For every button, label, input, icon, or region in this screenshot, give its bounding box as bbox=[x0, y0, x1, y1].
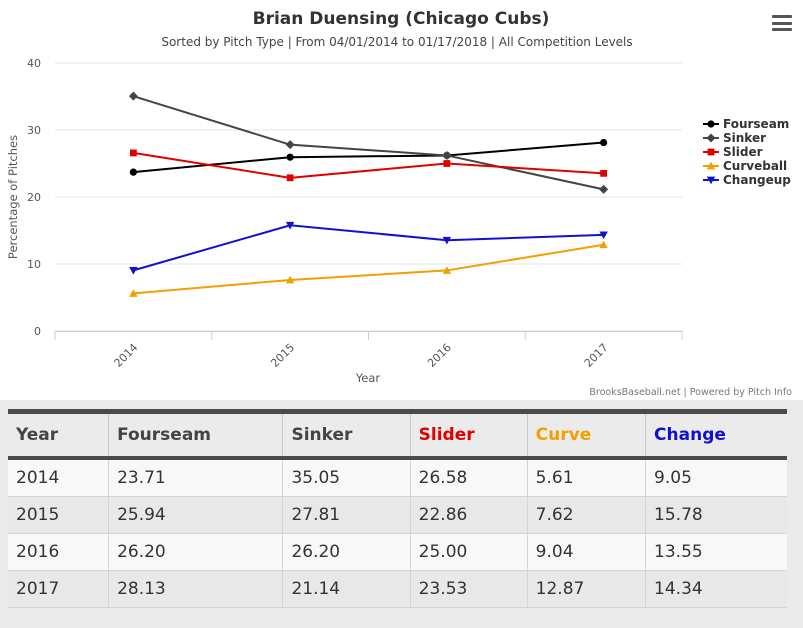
data-point-changeup bbox=[285, 221, 295, 230]
column-header-sinker: Sinker bbox=[282, 411, 411, 460]
table-cell: 22.86 bbox=[409, 496, 528, 534]
legend-marker-slider bbox=[707, 148, 715, 156]
column-header-fourseam: Fourseam bbox=[108, 411, 283, 460]
data-point-fourseam bbox=[129, 168, 137, 176]
table-cell: 26.20 bbox=[108, 533, 283, 571]
table-cell: 25.00 bbox=[409, 533, 528, 571]
data-point-slider bbox=[600, 169, 608, 177]
data-point-sinker bbox=[285, 140, 295, 150]
pitch-usage-table: Year Fourseam Sinker Slider Curve Change 2014… bbox=[8, 409, 787, 608]
table-cell: 25.94 bbox=[108, 496, 283, 534]
table-header-row: Year Fourseam Sinker Slider Curve Change bbox=[8, 411, 787, 460]
table-cell: 26.20 bbox=[282, 533, 411, 571]
chart-area: Brian Duensing (Chicago Cubs) Sorted by P… bbox=[6, 9, 794, 398]
chart-credits: BrooksBaseball.net | Powered by Pitch In… bbox=[589, 387, 792, 398]
data-point-changeup bbox=[599, 231, 608, 240]
table-cell: 2017 bbox=[8, 570, 109, 608]
legend-label-sinker: Sinker bbox=[723, 131, 766, 145]
legend-marker-sinker bbox=[706, 133, 716, 143]
y-tick-label: 20 bbox=[27, 191, 41, 204]
chart-subtitle: Sorted by Pitch Type | From 04/01/2014 t… bbox=[161, 35, 632, 49]
data-point-changeup bbox=[129, 266, 138, 275]
legend-label-slider: Slider bbox=[723, 145, 763, 159]
legend-label-changeup: Changeup bbox=[723, 173, 791, 187]
x-axis-title: Year bbox=[355, 371, 381, 385]
data-point-curveball bbox=[129, 289, 138, 297]
data-point-sinker bbox=[128, 91, 138, 101]
data-point-curveball bbox=[599, 240, 608, 249]
data-point-fourseam bbox=[600, 138, 608, 147]
table-cell: 28.13 bbox=[108, 570, 283, 608]
table-cell: 2015 bbox=[8, 496, 109, 534]
data-point-slider bbox=[129, 149, 137, 157]
table-cell: 23.71 bbox=[108, 458, 283, 497]
column-header-slider: Slider bbox=[409, 411, 528, 460]
table-cell: 23.53 bbox=[409, 570, 528, 608]
pitch-table-section: Year Fourseam Sinker Slider Curve Change 2014… bbox=[0, 400, 803, 628]
series-line-changeup bbox=[133, 224, 604, 272]
table-row: 2016 26.20 26.20 25.00 9.04 13.55 bbox=[8, 533, 787, 571]
chart-title: Brian Duensing (Chicago Cubs) bbox=[253, 9, 550, 29]
series-line-fourseam bbox=[133, 141, 604, 174]
data-point-curveball bbox=[442, 266, 452, 274]
table-cell: 15.78 bbox=[645, 496, 787, 534]
legend-marker-changeup bbox=[706, 176, 716, 185]
data-point-sinker bbox=[442, 150, 452, 160]
line-chart: Brian Duensing (Chicago Cubs) Sorted by P… bbox=[6, 9, 792, 398]
table-row: 2017 28.13 21.14 23.53 12.87 14.34 bbox=[8, 570, 787, 608]
y-tick-label: 10 bbox=[27, 258, 41, 271]
series-line-sinker bbox=[133, 95, 604, 191]
menu-bar bbox=[772, 21, 792, 25]
series-line-curveball bbox=[133, 243, 604, 295]
column-header-change: Change bbox=[645, 411, 787, 460]
y-tick-label: 40 bbox=[27, 57, 41, 70]
legend-marker-fourseam bbox=[707, 120, 715, 128]
legend-marker-curveball bbox=[706, 161, 716, 170]
data-point-changeup bbox=[442, 236, 452, 245]
series-line-slider bbox=[133, 151, 604, 179]
table-cell: 9.05 bbox=[645, 458, 787, 497]
x-tick-label: 2017 bbox=[582, 341, 611, 370]
table-cell: 5.61 bbox=[526, 458, 646, 497]
x-tick-label: 2014 bbox=[112, 341, 141, 370]
x-tick-label: 2015 bbox=[268, 341, 297, 370]
y-axis-title: Percentage of Pitches bbox=[6, 135, 20, 259]
table-cell: 7.62 bbox=[526, 496, 646, 534]
table-cell: 26.58 bbox=[409, 458, 528, 497]
table-cell: 9.04 bbox=[526, 533, 646, 571]
table-cell: 12.87 bbox=[526, 570, 646, 608]
menu-bar bbox=[772, 15, 792, 18]
data-point-curveball bbox=[285, 275, 295, 284]
table-cell: 27.81 bbox=[282, 496, 411, 534]
data-point-slider bbox=[443, 160, 451, 167]
table-row: 2014 23.71 35.05 26.58 5.61 9.05 bbox=[8, 458, 787, 497]
table-row: 2015 25.94 27.81 22.86 7.62 15.78 bbox=[8, 496, 787, 534]
data-point-sinker bbox=[599, 184, 609, 194]
data-point-fourseam bbox=[286, 153, 294, 161]
legend-label-curveball: Curveball bbox=[723, 159, 787, 173]
data-point-slider bbox=[286, 174, 294, 182]
hamburger-menu-icon[interactable] bbox=[770, 12, 794, 34]
table-cell: 13.55 bbox=[645, 533, 787, 571]
y-tick-label: 0 bbox=[34, 325, 41, 338]
column-header-curve: Curve bbox=[526, 411, 646, 460]
table-cell: 14.34 bbox=[645, 570, 787, 608]
table-cell: 2016 bbox=[8, 533, 109, 571]
table-cell: 21.14 bbox=[282, 570, 411, 608]
column-header-year: Year bbox=[8, 411, 109, 460]
y-tick-label: 30 bbox=[27, 124, 41, 137]
legend-label-fourseam: Fourseam bbox=[723, 117, 789, 131]
table-cell: 35.05 bbox=[282, 458, 411, 497]
table-cell: 2014 bbox=[8, 458, 109, 497]
menu-bar bbox=[772, 28, 792, 31]
x-tick-label: 2016 bbox=[425, 341, 454, 370]
